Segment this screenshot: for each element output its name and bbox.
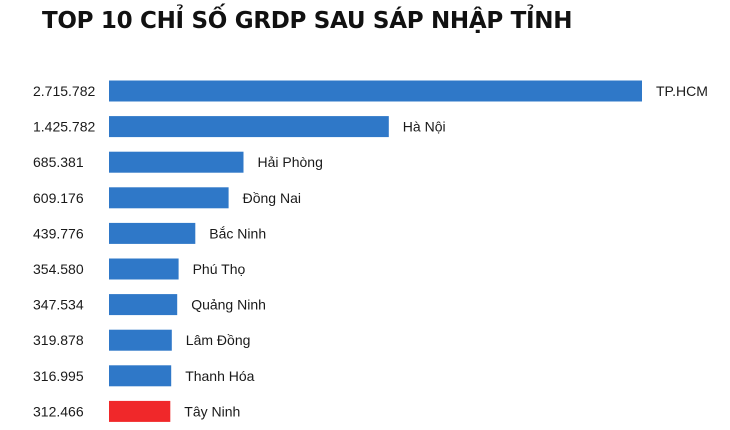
chart-title: TOP 10 CHỈ SỐ GRDP SAU SÁP NHẬP TỈNH (42, 8, 573, 34)
value-label-3: 609.176 (33, 190, 84, 206)
value-label-2: 685.381 (33, 154, 84, 170)
value-label-4: 439.776 (33, 225, 84, 241)
bar-5 (109, 258, 179, 280)
value-label-5: 354.580 (33, 261, 84, 277)
value-label-6: 347.534 (33, 297, 84, 313)
category-label-2: Hải Phòng (258, 154, 323, 170)
category-label-6: Quảng Ninh (191, 297, 266, 313)
bars-group (109, 80, 642, 422)
category-label-3: Đồng Nai (243, 190, 301, 206)
bar-3 (109, 187, 229, 209)
value-labels-group: 2.715.782 1.425.782 685.381 609.176 439.776 3… (33, 83, 95, 419)
bar-9 (109, 400, 171, 422)
category-label-1: Hà Nội (403, 119, 446, 135)
bar-4 (109, 222, 196, 244)
category-label-4: Bắc Ninh (209, 225, 266, 241)
bar-7 (109, 329, 172, 351)
value-label-0: 2.715.782 (33, 83, 95, 99)
value-label-8: 316.995 (33, 368, 84, 384)
bar-6 (109, 294, 178, 316)
value-label-9: 312.466 (33, 403, 84, 419)
category-label-0: TP.HCM (656, 83, 708, 99)
value-label-7: 319.878 (33, 332, 84, 348)
category-label-7: Lâm Đồng (186, 332, 251, 348)
category-label-9: Tây Ninh (184, 403, 240, 419)
bar-0 (109, 80, 642, 102)
bar-2 (109, 151, 244, 173)
category-label-5: Phú Thọ (193, 261, 246, 277)
category-label-8: Thanh Hóa (185, 368, 254, 384)
value-label-1: 1.425.782 (33, 119, 95, 135)
bar-8 (109, 365, 172, 387)
category-labels-group: TP.HCM Hà Nội Hải Phòng Đồng Nai Bắc Ninh Phú… (184, 83, 708, 419)
bar-1 (109, 116, 389, 138)
